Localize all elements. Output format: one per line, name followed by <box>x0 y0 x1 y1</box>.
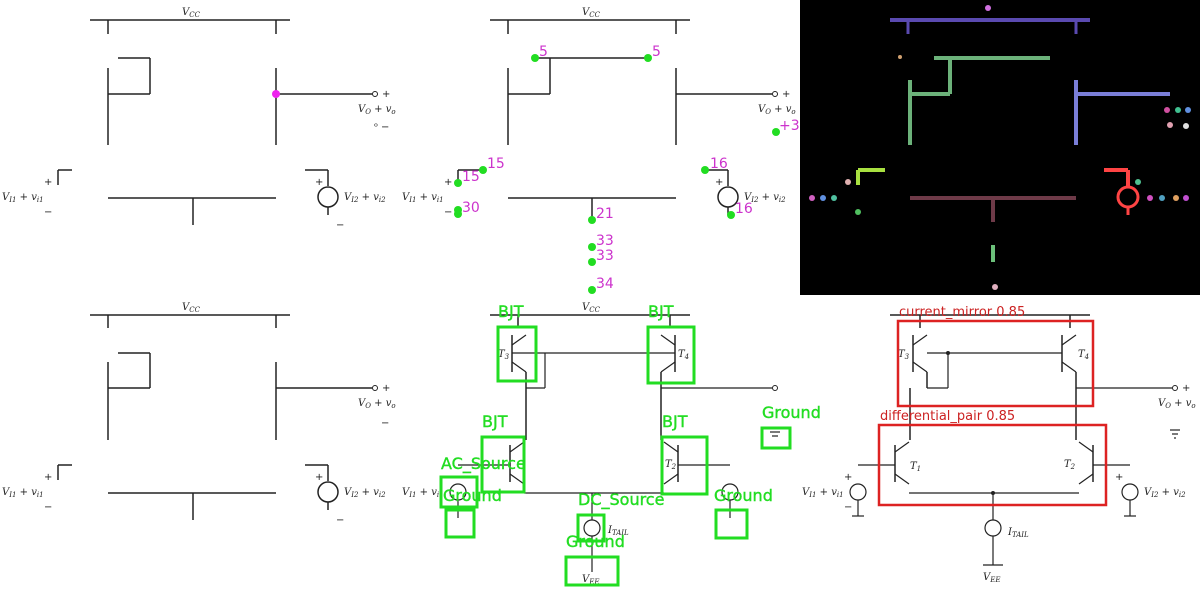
svg-text:ITAIL: ITAIL <box>607 525 629 537</box>
svg-text:VI1 + vi1: VI1 + vi1 <box>402 192 444 204</box>
svg-text:ᵒ: ᵒ <box>374 122 378 133</box>
svg-text:ITAIL: ITAIL <box>1007 527 1029 539</box>
svg-text:VI2 + vi2: VI2 + vi2 <box>1144 487 1186 499</box>
svg-text:30: 30 <box>462 200 480 216</box>
svg-text:+: + <box>44 177 52 188</box>
svg-text:BJT: BJT <box>662 412 688 431</box>
svg-text:33: 33 <box>596 248 614 264</box>
svg-text:+: + <box>444 177 452 188</box>
svg-text:5: 5 <box>652 44 661 60</box>
svg-text:21: 21 <box>596 206 614 222</box>
svg-text:−: − <box>444 207 452 218</box>
svg-text:+: + <box>315 472 323 483</box>
svg-text:15: 15 <box>462 169 480 185</box>
svg-text:+: + <box>844 472 852 483</box>
svg-text:34: 34 <box>596 276 614 292</box>
svg-text:VI1 + vi1: VI1 + vi1 <box>2 487 44 499</box>
svg-text:VO + vo: VO + vo <box>358 104 396 116</box>
svg-text:VI1 + vi1: VI1 + vi1 <box>402 487 444 499</box>
svg-text:+: + <box>382 383 390 394</box>
svg-text:16: 16 <box>735 201 753 217</box>
svg-text:BJT: BJT <box>648 302 674 321</box>
svg-text:+: + <box>715 177 723 188</box>
svg-text:−: − <box>336 220 344 231</box>
svg-text:Ground: Ground <box>443 486 502 505</box>
svg-text:Ground: Ground <box>566 532 625 551</box>
svg-text:−: − <box>844 502 852 513</box>
svg-text:DC_Source: DC_Source <box>578 490 664 510</box>
svg-text:−: − <box>381 122 389 133</box>
svg-text:VI1 + vi1: VI1 + vi1 <box>802 487 844 499</box>
svg-text:BJT: BJT <box>482 412 508 431</box>
svg-text:T1: T1 <box>910 461 921 473</box>
svg-text:33: 33 <box>596 233 614 249</box>
svg-text:AC_Source: AC_Source <box>441 454 526 474</box>
svg-text:Ground: Ground <box>762 403 821 422</box>
svg-text:T3: T3 <box>498 349 510 361</box>
svg-text:VI2 + vi2: VI2 + vi2 <box>344 192 386 204</box>
svg-text:−: − <box>381 418 389 429</box>
svg-text:VCC: VCC <box>582 7 601 19</box>
svg-text:VI2 + vi2: VI2 + vi2 <box>344 487 386 499</box>
svg-text:BJT: BJT <box>498 302 524 321</box>
svg-text:+3: +3 <box>779 118 800 134</box>
svg-text:+: + <box>1182 383 1190 394</box>
svg-text:T4: T4 <box>1078 349 1089 361</box>
svg-text:Ground: Ground <box>714 486 773 505</box>
svg-text:VI1 + vi1: VI1 + vi1 <box>2 192 44 204</box>
svg-text:−: − <box>44 207 52 218</box>
output-node-highlight <box>272 90 280 98</box>
svg-text:+: + <box>1115 472 1123 483</box>
svg-text:current_mirror 0.85: current_mirror 0.85 <box>899 305 1025 320</box>
panel-wires-original: VCC + VO + vo ᵒ − + VI1 + vi1 − + VI2 + … <box>2 7 396 231</box>
svg-text:differential_pair 0.85: differential_pair 0.85 <box>880 409 1015 424</box>
svg-text:+: + <box>782 89 790 100</box>
svg-text:T4: T4 <box>678 349 689 361</box>
svg-text:T2: T2 <box>1064 459 1076 471</box>
svg-text:−: − <box>44 502 52 513</box>
svg-text:VI2 + vi2: VI2 + vi2 <box>744 192 786 204</box>
panel-subcircuit-detection: T3 T4 T1 T2 + VO + vo + VI1 + vi1 − + VI… <box>802 305 1196 584</box>
svg-text:VO + vo: VO + vo <box>758 104 796 116</box>
svg-text:VO + vo: VO + vo <box>1158 398 1196 410</box>
panel-wires-copy: VCC + VO + vo − + VI1 + vi1 − + VI2 + vi… <box>2 302 396 526</box>
svg-text:15: 15 <box>487 156 505 172</box>
svg-text:VEE: VEE <box>983 572 1000 584</box>
panel-node-detection: VCC + VO + vo + VI1 + vi1 − + VI2 + vi2 … <box>402 7 800 294</box>
svg-text:VCC: VCC <box>182 302 201 314</box>
svg-text:VCC: VCC <box>582 302 601 314</box>
svg-text:T2: T2 <box>665 459 677 471</box>
svg-text:16: 16 <box>710 156 728 172</box>
svg-text:VEE: VEE <box>582 574 599 586</box>
svg-text:+: + <box>382 89 390 100</box>
panel-segmentation-mask <box>800 0 1200 295</box>
svg-text:+: + <box>315 177 323 188</box>
svg-text:−: − <box>336 515 344 526</box>
svg-text:+: + <box>44 472 52 483</box>
svg-text:VO + vo: VO + vo <box>358 398 396 410</box>
panel-component-detection: VCC T3 T4 T2 VI1 + vi1 ITAIL VEE BJT BJT… <box>402 302 821 587</box>
svg-text:5: 5 <box>539 44 548 60</box>
svg-text:VCC: VCC <box>182 7 201 19</box>
svg-text:T3: T3 <box>898 349 910 361</box>
